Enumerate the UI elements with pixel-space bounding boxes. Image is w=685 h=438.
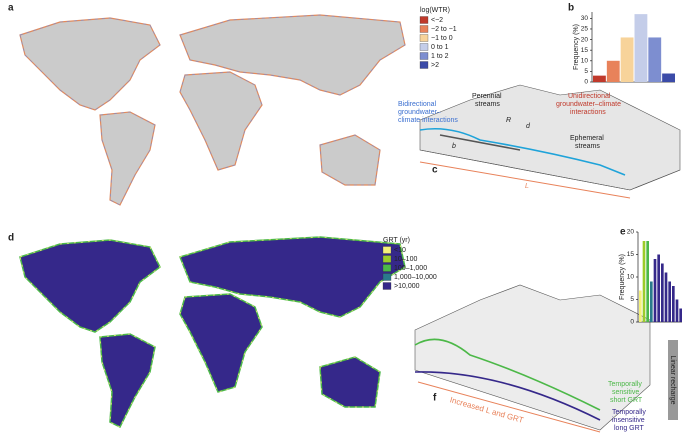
legend-label: <10 [394, 247, 406, 254]
legend-label: >10,000 [394, 283, 420, 290]
y-tick-label: 15 [627, 251, 635, 258]
bar [679, 308, 682, 322]
diagram-label: Temporally [612, 409, 646, 416]
bar [664, 272, 668, 322]
diagram-c: c Bidirectional groundwater– climate int… [398, 84, 681, 199]
diagram-label: L [525, 183, 529, 190]
legend-label: 1 to 2 [431, 53, 449, 60]
legend-label: −1 to 0 [431, 35, 453, 42]
diagram-label: Linear recharge [669, 355, 676, 404]
diagram-label: Bidirectional [398, 101, 437, 108]
legend-label: >2 [431, 62, 439, 69]
bar [650, 281, 653, 322]
y-tick-label: 25 [581, 26, 589, 33]
legend-swatch [382, 255, 392, 263]
y-tick-label: 0 [630, 319, 634, 326]
bar [662, 73, 675, 82]
legend-label: 0 to 1 [431, 44, 449, 51]
bar [648, 37, 662, 82]
map-wtr [19, 14, 406, 206]
diagram-label: Ephemeral [570, 135, 604, 142]
legend-swatch [382, 282, 392, 290]
legend-swatch [419, 52, 429, 60]
bar [634, 14, 648, 82]
legend-swatch [419, 43, 429, 51]
y-tick-label: 10 [627, 274, 635, 281]
bar [661, 263, 664, 322]
legend-swatch [382, 273, 392, 281]
bar [606, 60, 620, 82]
diagram-label: insensitive [612, 417, 645, 424]
legend-swatch [419, 34, 429, 42]
diagram-label: climate interactions [398, 117, 458, 124]
panel-label: d [8, 233, 14, 244]
diagram-label: streams [475, 101, 500, 108]
y-axis-label: Frequency (%) [573, 24, 580, 70]
bar [639, 290, 642, 322]
y-tick-label: 0 [584, 79, 588, 86]
diagram-label: short GRT [610, 397, 643, 404]
diagram-label: interactions [570, 109, 606, 116]
bar [653, 259, 657, 322]
diagram-label: streams [575, 143, 600, 150]
legend-swatch [382, 264, 392, 272]
diagram-label: long GRT [614, 425, 645, 432]
y-axis-label: Frequency (%) [619, 254, 626, 300]
recharge-arrow [668, 340, 678, 420]
diagram-label: b [452, 143, 456, 150]
diagram-label: Unidirectional [568, 93, 611, 100]
y-tick-label: 30 [581, 15, 589, 22]
legend-swatch [419, 16, 429, 24]
legend-label: −2 to −1 [431, 26, 457, 33]
panel-label: e [620, 227, 626, 238]
diagram-label: d [526, 123, 531, 130]
bar [657, 254, 660, 322]
diagram-label: groundwater–climate [556, 101, 621, 108]
bar [642, 241, 646, 322]
legend-title: GRT (yr) [383, 237, 410, 244]
legend-label: 10–100 [394, 256, 417, 263]
y-tick-label: 15 [581, 47, 589, 54]
bar [672, 286, 675, 322]
legend-title: log(WTR) [420, 7, 450, 14]
legend-label: <−2 [431, 17, 443, 24]
bar [675, 299, 679, 322]
legend-label: 1,000–10,000 [394, 274, 437, 281]
diagram-label: sensitive [612, 389, 639, 396]
diagram-label: R [506, 117, 511, 124]
panel-label: b [568, 3, 574, 14]
bar [668, 281, 671, 322]
diagram-label: Perennial [472, 93, 502, 100]
bar [646, 241, 649, 322]
legend-swatch [382, 246, 392, 254]
legend-label: 100–1,000 [394, 265, 427, 272]
map-grt [19, 236, 406, 428]
y-tick-label: 20 [581, 36, 589, 43]
diagram-label: groundwater– [398, 109, 441, 116]
bar [620, 37, 634, 82]
legend-swatch [419, 61, 429, 69]
y-tick-label: 5 [630, 296, 634, 303]
y-tick-label: 20 [627, 229, 635, 236]
y-tick-label: 5 [584, 68, 588, 75]
panel-label: c [432, 165, 438, 176]
diagram-f: f Increased L and GRT Temporally sensiti… [414, 284, 678, 433]
panel-label: f [433, 393, 437, 404]
legend-swatch [419, 25, 429, 33]
diagram-label: Temporally [608, 381, 642, 388]
y-tick-label: 10 [581, 58, 589, 65]
panel-label: a [8, 3, 14, 14]
bar [593, 75, 606, 82]
